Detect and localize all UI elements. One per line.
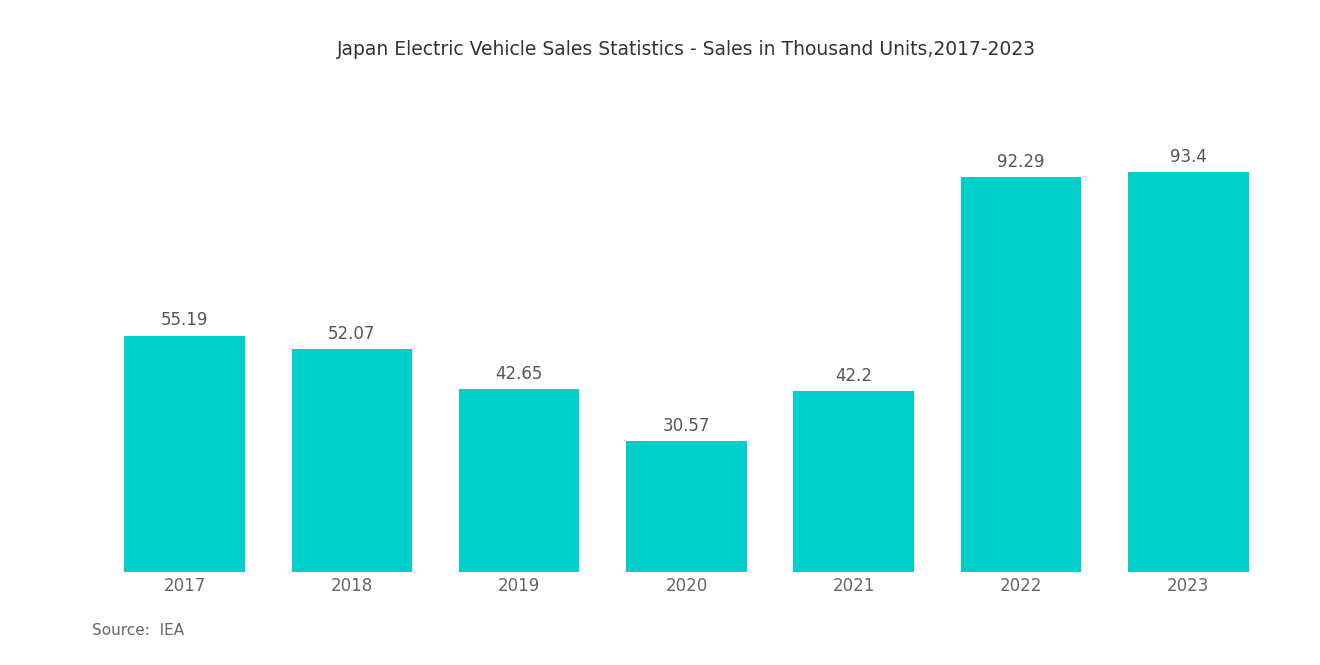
Bar xyxy=(292,349,412,572)
Text: 30.57: 30.57 xyxy=(663,417,710,435)
Text: 93.4: 93.4 xyxy=(1170,148,1206,166)
Title: Japan Electric Vehicle Sales Statistics - Sales in Thousand Units,2017-2023: Japan Electric Vehicle Sales Statistics … xyxy=(337,40,1036,59)
Text: Source:  IEA: Source: IEA xyxy=(92,623,185,638)
Text: 92.29: 92.29 xyxy=(998,152,1045,170)
Text: 52.07: 52.07 xyxy=(329,325,375,342)
Bar xyxy=(459,390,579,572)
Bar xyxy=(626,441,747,572)
Bar xyxy=(961,177,1081,572)
Bar xyxy=(793,391,913,572)
Text: 55.19: 55.19 xyxy=(161,311,209,329)
Bar xyxy=(124,336,244,572)
Text: 42.2: 42.2 xyxy=(836,367,873,385)
Text: 42.65: 42.65 xyxy=(495,365,543,383)
Bar xyxy=(1129,172,1249,572)
